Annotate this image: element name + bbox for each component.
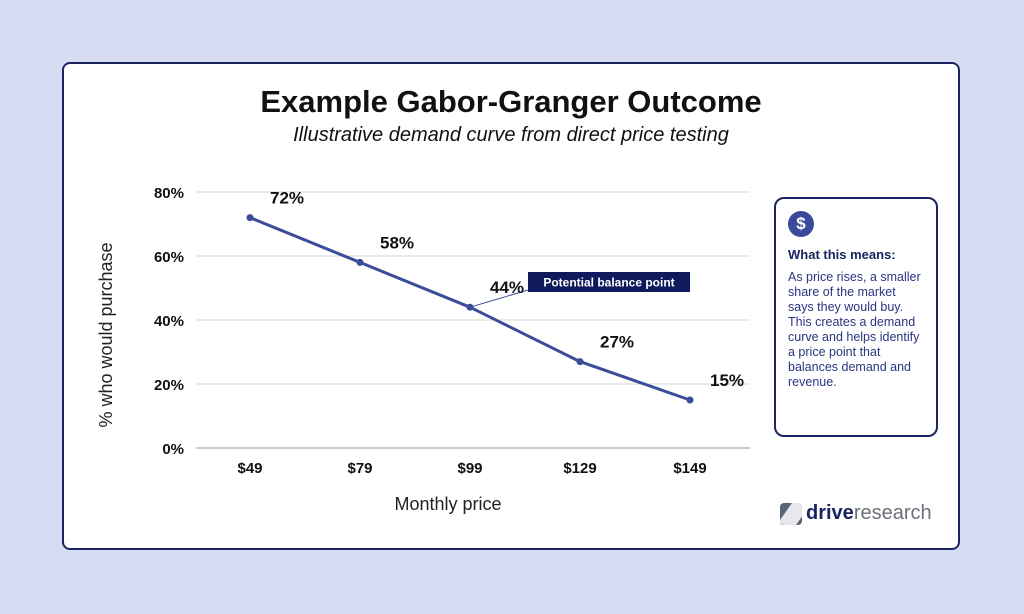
data-label: 58% bbox=[380, 233, 414, 252]
info-heading: What this means: bbox=[788, 247, 896, 262]
data-point bbox=[686, 396, 694, 404]
annotation-leader-line bbox=[469, 289, 529, 308]
y-axis-label: % who would purchase bbox=[96, 242, 116, 427]
data-point bbox=[356, 258, 364, 266]
y-tick-label: 60% bbox=[154, 249, 184, 266]
x-tick-label: $129 bbox=[563, 460, 596, 477]
y-tick-label: 80% bbox=[154, 185, 184, 202]
data-label: 72% bbox=[270, 189, 304, 208]
x-tick-label: $79 bbox=[347, 460, 372, 477]
data-label: 27% bbox=[600, 333, 634, 352]
x-tick-label: $99 bbox=[457, 460, 482, 477]
logo-research-text: research bbox=[853, 502, 932, 524]
demand-curve-chart: 0% 20% 40% 60% 80% $49 $79 $99 $129 $149 Monthly p… bbox=[96, 185, 750, 514]
chart-subtitle: Illustrative demand curve from direct pr… bbox=[293, 124, 729, 146]
annotation-box bbox=[528, 272, 690, 292]
data-point bbox=[466, 303, 474, 311]
x-tick-label: $49 bbox=[237, 460, 262, 477]
info-box: $ What this means: As price rises, a sma… bbox=[774, 197, 938, 437]
x-tick-label: $149 bbox=[673, 460, 706, 477]
data-label: 15% bbox=[710, 371, 744, 390]
chart-title: Example Gabor-Granger Outcome bbox=[260, 84, 762, 119]
drive-research-logo: drive research bbox=[780, 502, 932, 525]
y-tick-label: 20% bbox=[154, 377, 184, 394]
annotation-label: Potential balance point bbox=[543, 276, 674, 290]
x-axis-label: Monthly price bbox=[394, 494, 501, 514]
chart-card: Example Gabor-Granger Outcome Illustrati… bbox=[62, 62, 960, 550]
logo-drive-text: drive bbox=[806, 502, 854, 524]
data-point bbox=[246, 214, 254, 222]
logo-mark-icon bbox=[780, 502, 802, 525]
y-tick-label: 0% bbox=[162, 441, 184, 458]
data-point bbox=[576, 358, 584, 366]
y-tick-label: 40% bbox=[154, 313, 184, 330]
dollar-icon: $ bbox=[788, 211, 814, 237]
data-label: 44% bbox=[490, 278, 524, 297]
info-text: As price rises, a smaller share of the m… bbox=[788, 270, 921, 389]
